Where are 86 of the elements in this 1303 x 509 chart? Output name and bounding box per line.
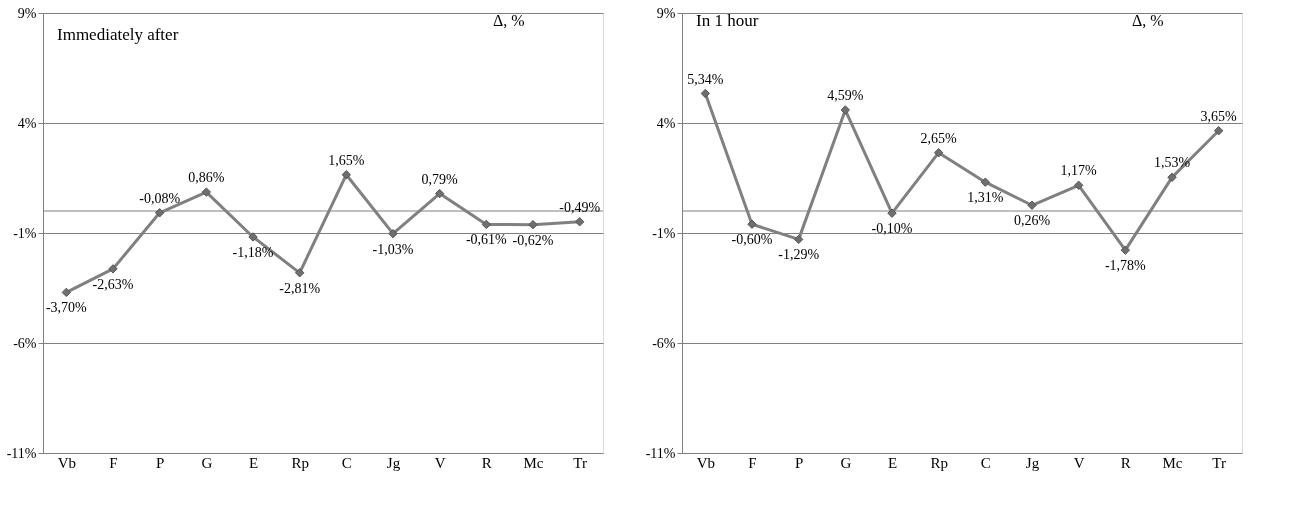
x-tick-label: P: [794, 454, 804, 471]
y-tick-label: 9%: [656, 5, 676, 21]
y-tick-label: -6%: [652, 335, 676, 351]
data-label: -1,29%: [778, 247, 820, 263]
x-tick-label: V: [434, 454, 446, 471]
data-label: 1,53%: [1153, 155, 1191, 171]
data-label: -0,60%: [731, 232, 773, 248]
x-tick-label: G: [201, 454, 213, 471]
point: [747, 219, 757, 229]
data-label: -1,03%: [372, 241, 414, 257]
point: [1027, 200, 1037, 210]
data-label: -0,49%: [559, 199, 601, 215]
x-tick-label: F: [748, 454, 757, 471]
x-tick-label: Mc: [523, 454, 544, 471]
point: [980, 177, 991, 187]
point: [248, 232, 258, 242]
data-label: -2,81%: [279, 280, 321, 296]
point: [1120, 245, 1131, 255]
y-axis-title: Δ, %: [493, 12, 525, 29]
data-label: 2,65%: [920, 130, 958, 146]
point: [528, 219, 538, 230]
data-label: 1,17%: [1060, 163, 1098, 179]
point: [1167, 172, 1177, 183]
x-tick-label: R: [1120, 454, 1131, 471]
x-tick-label: Jg: [386, 454, 401, 471]
point: [700, 88, 711, 99]
point: [481, 219, 492, 230]
x-tick-label: Rp: [291, 454, 309, 471]
x-tick-label: Vb: [696, 454, 716, 471]
data-label: 0,79%: [421, 171, 459, 187]
data-label: 4,59%: [827, 88, 864, 104]
point: [1213, 126, 1224, 136]
data-label: -0,62%: [512, 232, 554, 248]
text: Immediately after: [57, 25, 179, 44]
data-label: 1,65%: [328, 152, 365, 168]
y-axis-title: Δ, %: [1132, 12, 1164, 29]
data-label: 5,34%: [687, 71, 724, 87]
point: [434, 188, 445, 199]
data-label: -0,10%: [871, 221, 913, 237]
x-tick-label: F: [109, 454, 118, 471]
chart-title: In 1 hour: [696, 11, 759, 30]
data-label: -3,70%: [45, 300, 88, 316]
y-tick-label: -6%: [13, 335, 37, 351]
point: [61, 287, 72, 298]
x-tick-label: C: [980, 454, 991, 471]
data-label: -2,63%: [92, 276, 134, 292]
point: [294, 268, 305, 278]
point: [574, 217, 585, 227]
x-tick-label: G: [840, 454, 852, 471]
x-tick-label: Jg: [1025, 454, 1040, 471]
x-tick-label: Tr: [1212, 454, 1226, 471]
y-tick-label: -1%: [13, 225, 37, 241]
y-tick-label: 4%: [656, 115, 676, 131]
point: [154, 208, 165, 218]
x-tick-label: P: [155, 454, 165, 471]
x-tick-label: E: [887, 454, 898, 471]
x-tick-label: Mc: [1162, 454, 1183, 471]
point: [793, 234, 804, 245]
data-label: -0,61%: [465, 232, 508, 248]
point: [887, 208, 897, 218]
x-tick-label: V: [1073, 454, 1085, 471]
data-label: -0,08%: [139, 190, 181, 206]
point: [201, 187, 212, 197]
data-label: 3,65%: [1200, 108, 1238, 124]
point: [840, 105, 851, 115]
point: [108, 264, 118, 274]
x-tick-label: Vb: [57, 454, 77, 471]
data-label: 0,26%: [1013, 213, 1051, 229]
point: [1073, 180, 1084, 190]
y-tick-label: -11%: [6, 445, 37, 461]
point: [933, 148, 944, 158]
x-tick-label: R: [481, 454, 492, 471]
x-tick-label: Rp: [930, 454, 948, 471]
y-tick-label: -1%: [652, 225, 676, 241]
data-label: -1,78%: [1104, 258, 1147, 274]
point: [341, 170, 352, 180]
x-tick-label: C: [341, 454, 352, 471]
x-tick-label: Tr: [573, 454, 587, 471]
y-tick-label: 4%: [17, 115, 37, 131]
data-label: 0,86%: [188, 170, 225, 186]
y-tick-label: 9%: [17, 5, 37, 21]
x-tick-label: E: [248, 454, 259, 471]
point: [388, 228, 398, 239]
y-tick-label: -11%: [645, 445, 676, 461]
data-label: -1,18%: [232, 244, 274, 260]
data-label: 1,31%: [967, 190, 1004, 206]
